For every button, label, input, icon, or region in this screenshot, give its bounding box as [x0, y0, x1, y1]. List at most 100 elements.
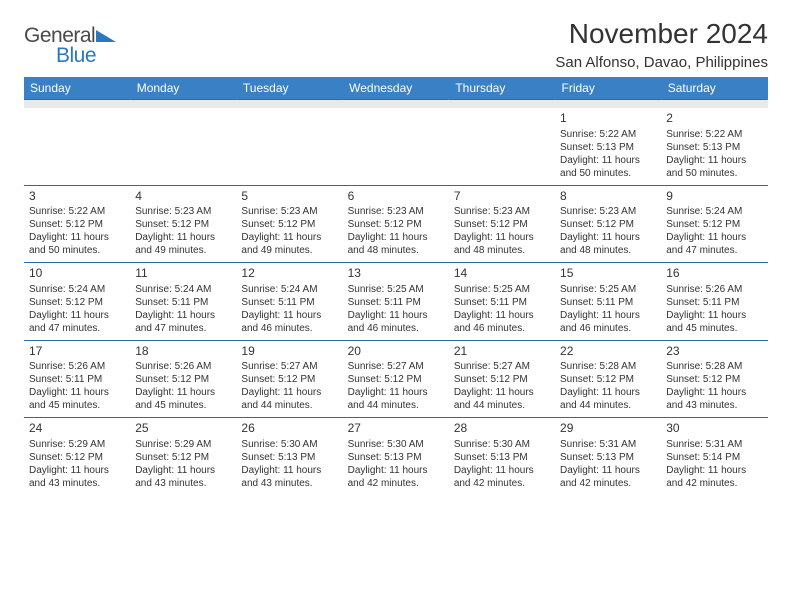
sunset-text: Sunset: 5:12 PM — [454, 218, 550, 231]
day-number: 8 — [560, 189, 656, 205]
day-number: 7 — [454, 189, 550, 205]
sunset-text: Sunset: 5:12 PM — [29, 296, 125, 309]
calendar-day-cell: 17Sunrise: 5:26 AMSunset: 5:11 PMDayligh… — [24, 340, 130, 418]
sunrise-text: Sunrise: 5:27 AM — [348, 360, 444, 373]
day-number: 25 — [135, 421, 231, 437]
daylight-text: Daylight: 11 hours and 42 minutes. — [666, 464, 762, 490]
sunrise-text: Sunrise: 5:29 AM — [29, 438, 125, 451]
day-number: 3 — [29, 189, 125, 205]
sunrise-text: Sunrise: 5:26 AM — [666, 283, 762, 296]
daylight-text: Daylight: 11 hours and 48 minutes. — [560, 231, 656, 257]
sunrise-text: Sunrise: 5:31 AM — [666, 438, 762, 451]
daylight-text: Daylight: 11 hours and 50 minutes. — [29, 231, 125, 257]
sunrise-text: Sunrise: 5:23 AM — [348, 205, 444, 218]
day-number: 2 — [666, 111, 762, 127]
weekday-header: Friday — [555, 77, 661, 100]
daylight-text: Daylight: 11 hours and 43 minutes. — [29, 464, 125, 490]
daylight-text: Daylight: 11 hours and 46 minutes. — [560, 309, 656, 335]
sunrise-text: Sunrise: 5:26 AM — [29, 360, 125, 373]
day-number: 6 — [348, 189, 444, 205]
calendar-day-cell: 3Sunrise: 5:22 AMSunset: 5:12 PMDaylight… — [24, 185, 130, 263]
calendar-day-cell: 16Sunrise: 5:26 AMSunset: 5:11 PMDayligh… — [661, 263, 767, 341]
sunset-text: Sunset: 5:11 PM — [241, 296, 337, 309]
calendar-week-row: 17Sunrise: 5:26 AMSunset: 5:11 PMDayligh… — [24, 340, 768, 418]
sunrise-text: Sunrise: 5:28 AM — [666, 360, 762, 373]
spacer-row — [24, 100, 768, 109]
daylight-text: Daylight: 11 hours and 42 minutes. — [348, 464, 444, 490]
weekday-header: Thursday — [449, 77, 555, 100]
day-number: 19 — [241, 344, 337, 360]
calendar-day-cell: 20Sunrise: 5:27 AMSunset: 5:12 PMDayligh… — [343, 340, 449, 418]
sunset-text: Sunset: 5:12 PM — [348, 218, 444, 231]
day-number: 16 — [666, 266, 762, 282]
sunset-text: Sunset: 5:12 PM — [135, 451, 231, 464]
daylight-text: Daylight: 11 hours and 47 minutes. — [666, 231, 762, 257]
logo-text: General Blue — [24, 24, 116, 68]
sunset-text: Sunset: 5:12 PM — [666, 373, 762, 386]
daylight-text: Daylight: 11 hours and 50 minutes. — [560, 154, 656, 180]
sunrise-text: Sunrise: 5:23 AM — [560, 205, 656, 218]
day-number: 30 — [666, 421, 762, 437]
calendar-week-row: 3Sunrise: 5:22 AMSunset: 5:12 PMDaylight… — [24, 185, 768, 263]
sunrise-text: Sunrise: 5:22 AM — [666, 128, 762, 141]
day-number: 12 — [241, 266, 337, 282]
calendar-day-cell: 15Sunrise: 5:25 AMSunset: 5:11 PMDayligh… — [555, 263, 661, 341]
sunrise-text: Sunrise: 5:27 AM — [454, 360, 550, 373]
daylight-text: Daylight: 11 hours and 43 minutes. — [135, 464, 231, 490]
sunset-text: Sunset: 5:11 PM — [348, 296, 444, 309]
sunrise-text: Sunrise: 5:30 AM — [241, 438, 337, 451]
day-number: 23 — [666, 344, 762, 360]
daylight-text: Daylight: 11 hours and 44 minutes. — [241, 386, 337, 412]
sunrise-text: Sunrise: 5:30 AM — [454, 438, 550, 451]
location: San Alfonso, Davao, Philippines — [555, 54, 768, 71]
daylight-text: Daylight: 11 hours and 45 minutes. — [29, 386, 125, 412]
calendar-day-cell: 6Sunrise: 5:23 AMSunset: 5:12 PMDaylight… — [343, 185, 449, 263]
day-number: 20 — [348, 344, 444, 360]
sunrise-text: Sunrise: 5:25 AM — [348, 283, 444, 296]
sunset-text: Sunset: 5:11 PM — [135, 296, 231, 309]
daylight-text: Daylight: 11 hours and 46 minutes. — [348, 309, 444, 335]
daylight-text: Daylight: 11 hours and 44 minutes. — [454, 386, 550, 412]
day-number: 14 — [454, 266, 550, 282]
calendar-day-cell: 30Sunrise: 5:31 AMSunset: 5:14 PMDayligh… — [661, 418, 767, 495]
calendar-day-cell: 27Sunrise: 5:30 AMSunset: 5:13 PMDayligh… — [343, 418, 449, 495]
sunrise-text: Sunrise: 5:24 AM — [666, 205, 762, 218]
day-number: 18 — [135, 344, 231, 360]
day-number: 27 — [348, 421, 444, 437]
calendar-day-cell: 8Sunrise: 5:23 AMSunset: 5:12 PMDaylight… — [555, 185, 661, 263]
calendar-day-cell — [449, 108, 555, 185]
sunrise-text: Sunrise: 5:23 AM — [454, 205, 550, 218]
sunset-text: Sunset: 5:12 PM — [135, 373, 231, 386]
daylight-text: Daylight: 11 hours and 46 minutes. — [454, 309, 550, 335]
sunrise-text: Sunrise: 5:26 AM — [135, 360, 231, 373]
day-number: 15 — [560, 266, 656, 282]
sunrise-text: Sunrise: 5:25 AM — [560, 283, 656, 296]
daylight-text: Daylight: 11 hours and 50 minutes. — [666, 154, 762, 180]
day-number: 1 — [560, 111, 656, 127]
calendar-week-row: 1Sunrise: 5:22 AMSunset: 5:13 PMDaylight… — [24, 108, 768, 185]
calendar-body: 1Sunrise: 5:22 AMSunset: 5:13 PMDaylight… — [24, 108, 768, 495]
daylight-text: Daylight: 11 hours and 47 minutes. — [135, 309, 231, 335]
day-number: 22 — [560, 344, 656, 360]
sunrise-text: Sunrise: 5:30 AM — [348, 438, 444, 451]
daylight-text: Daylight: 11 hours and 45 minutes. — [135, 386, 231, 412]
calendar-day-cell: 2Sunrise: 5:22 AMSunset: 5:13 PMDaylight… — [661, 108, 767, 185]
sunset-text: Sunset: 5:12 PM — [560, 218, 656, 231]
calendar-day-cell — [236, 108, 342, 185]
sunset-text: Sunset: 5:13 PM — [666, 141, 762, 154]
daylight-text: Daylight: 11 hours and 46 minutes. — [241, 309, 337, 335]
day-number: 5 — [241, 189, 337, 205]
calendar-day-cell: 7Sunrise: 5:23 AMSunset: 5:12 PMDaylight… — [449, 185, 555, 263]
day-number: 17 — [29, 344, 125, 360]
day-number: 10 — [29, 266, 125, 282]
sunset-text: Sunset: 5:13 PM — [454, 451, 550, 464]
sunset-text: Sunset: 5:12 PM — [135, 218, 231, 231]
sunset-text: Sunset: 5:13 PM — [560, 141, 656, 154]
day-number: 28 — [454, 421, 550, 437]
logo-triangle-icon — [96, 28, 116, 42]
sunset-text: Sunset: 5:11 PM — [454, 296, 550, 309]
daylight-text: Daylight: 11 hours and 49 minutes. — [135, 231, 231, 257]
sunset-text: Sunset: 5:11 PM — [560, 296, 656, 309]
calendar-day-cell: 4Sunrise: 5:23 AMSunset: 5:12 PMDaylight… — [130, 185, 236, 263]
calendar-day-cell: 1Sunrise: 5:22 AMSunset: 5:13 PMDaylight… — [555, 108, 661, 185]
